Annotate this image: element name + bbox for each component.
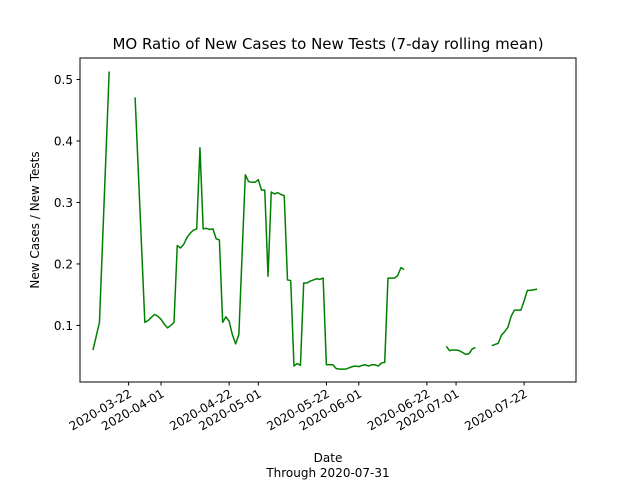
chart-title: MO Ratio of New Cases to New Tests (7-da… <box>112 35 543 53</box>
series-line-segment <box>92 71 110 351</box>
y-axis: 0.1 0.2 0.3 0.4 0.5 <box>54 73 80 333</box>
y-tick-label: 0.2 <box>54 257 73 271</box>
y-tick-label: 0.5 <box>54 73 73 87</box>
x-axis-label: Date <box>314 451 343 465</box>
y-tick-label: 0.3 <box>54 196 73 210</box>
series-layer <box>92 71 538 370</box>
y-tick-label: 0.4 <box>54 134 73 148</box>
series-line-segment <box>491 288 538 347</box>
y-tick-label: 0.1 <box>54 319 73 333</box>
y-axis-label: New Cases / New Tests <box>28 151 42 288</box>
series-line-segment <box>445 345 476 356</box>
x-tick-label: 2020-07-22 <box>462 386 529 433</box>
series-line-segment <box>134 97 405 370</box>
x-axis-sublabel: Through 2020-07-31 <box>265 466 389 480</box>
plot-frame <box>79 57 577 383</box>
